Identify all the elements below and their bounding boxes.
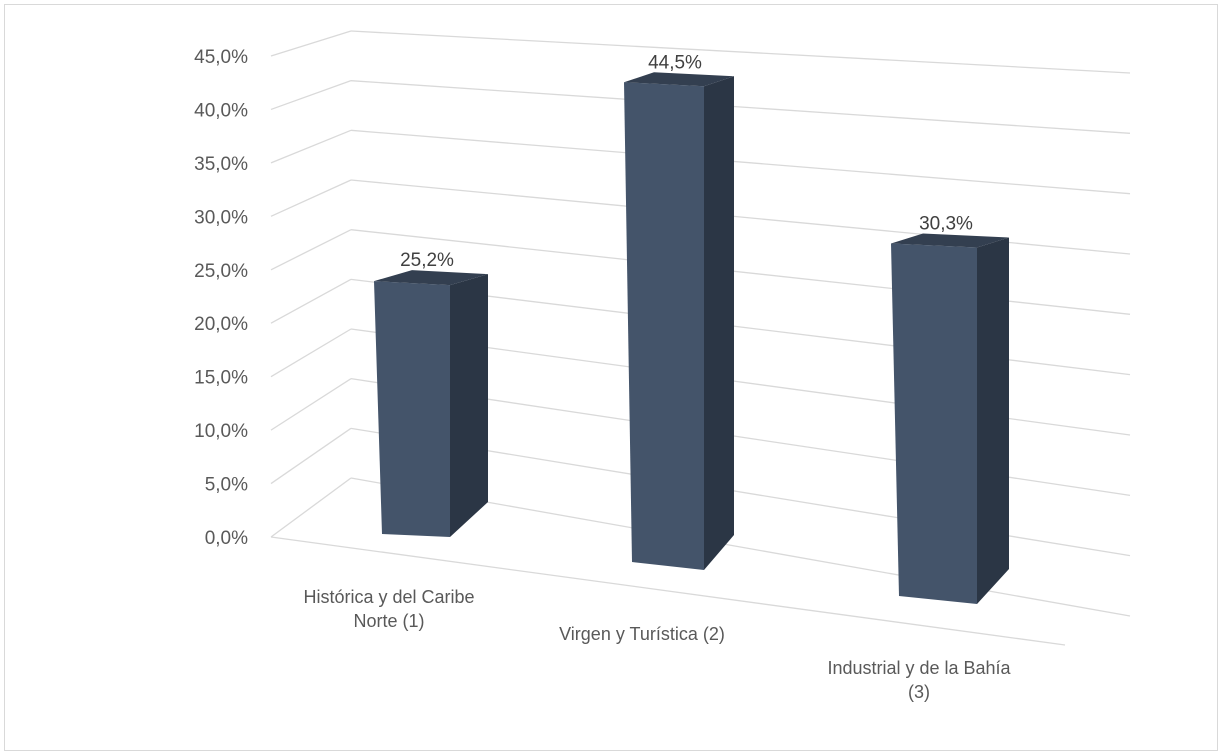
bar-chart-3d: 0,0% 5,0% 10,0% 15,0% 20,0% 25,0% 30,0% 35,0% 40…: [194, 30, 1131, 702]
gridline-back-wall: [350, 30, 1131, 74]
bar-top-face: [374, 270, 488, 286]
bar-top-face: [624, 72, 734, 87]
gridline-side-wall: [270, 378, 352, 431]
y-tick-label: 30,0%: [194, 207, 248, 228]
y-tick-label: 10,0%: [194, 421, 248, 442]
bar-side-face: [450, 274, 488, 537]
category-label: Industrial y de la Bahía (3): [827, 658, 1011, 702]
category-label: Virgen y Turística (2): [559, 624, 725, 644]
y-tick-label: 35,0%: [194, 154, 248, 175]
bar: [374, 270, 488, 537]
bar-side-face: [977, 237, 1009, 604]
gridline-side-wall: [270, 80, 352, 111]
category-label: Histórica y del Caribe Norte (1): [303, 587, 474, 631]
bar-front-face: [624, 82, 704, 570]
bar-side-face: [704, 76, 734, 570]
bar-front-face: [891, 243, 977, 604]
data-label: 30,3%: [919, 214, 973, 235]
y-axis-ticks: 0,0% 5,0% 10,0% 15,0% 20,0% 25,0% 30,0% 35,0% 40…: [194, 47, 248, 549]
floor-front-edge: [270, 536, 1066, 646]
gridline-side-wall: [270, 30, 352, 57]
chart-area: 0,0% 5,0% 10,0% 15,0% 20,0% 25,0% 30,0% 35,0% 40…: [4, 4, 1218, 751]
gridline-side-wall: [270, 427, 352, 485]
data-labels: 25,2% 44,5% 30,3%: [400, 52, 973, 271]
gridline-back-wall: [350, 80, 1131, 134]
y-tick-label: 20,0%: [194, 314, 248, 335]
gridline-side-wall: [270, 477, 352, 538]
bars: [374, 72, 1009, 604]
data-label: 44,5%: [648, 52, 702, 73]
y-tick-label: 45,0%: [194, 47, 248, 68]
gridline-side-wall: [270, 328, 352, 378]
gridline-side-wall: [270, 129, 352, 164]
bar-top-face: [891, 233, 1009, 248]
gridline-side-wall: [270, 179, 352, 217]
bar-front-face: [374, 281, 450, 537]
gridline-side-wall: [270, 229, 352, 271]
bar: [891, 233, 1009, 604]
data-label: 25,2%: [400, 250, 454, 271]
bar: [624, 72, 734, 570]
gridline-back-wall: [350, 129, 1131, 195]
y-tick-label: 25,0%: [194, 261, 248, 282]
gridline-side-wall: [270, 278, 352, 324]
x-axis-categories: Histórica y del Caribe Norte (1) Virgen y …: [303, 587, 1011, 702]
y-tick-label: 15,0%: [194, 368, 248, 389]
y-tick-label: 0,0%: [205, 528, 248, 549]
y-tick-label: 40,0%: [194, 100, 248, 121]
y-tick-label: 5,0%: [205, 475, 248, 496]
